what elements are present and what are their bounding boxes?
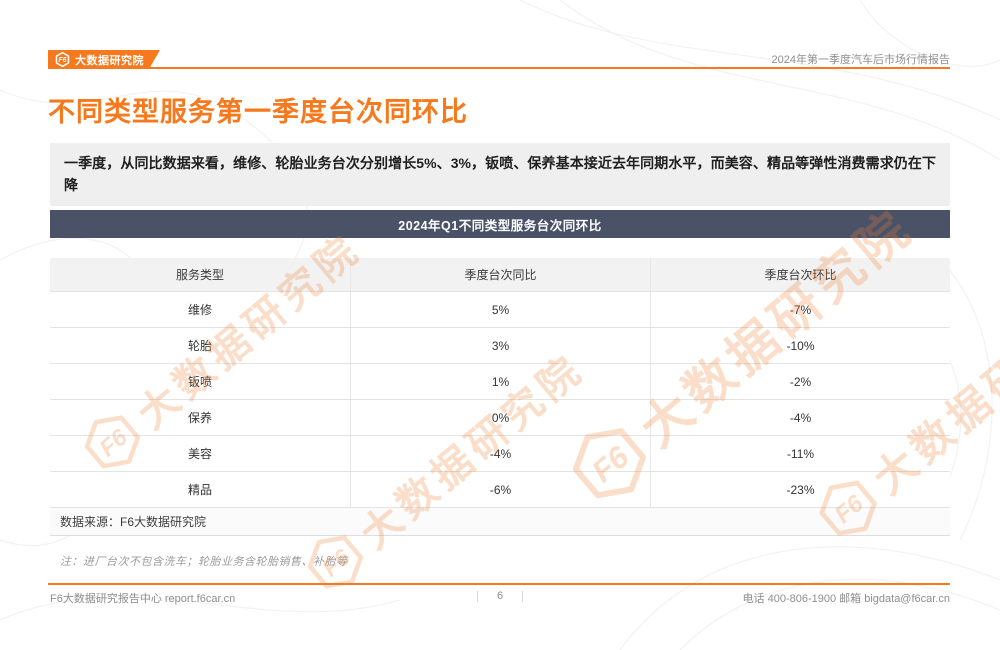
- table-row: 轮胎 3% -10%: [50, 328, 950, 364]
- service-cell: 钣喷: [187, 375, 212, 389]
- yoy-cell: 3%: [350, 328, 650, 363]
- table-band-title: 2024年Q1不同类型服务台次同环比: [50, 210, 950, 238]
- qoq-cell: -11%: [650, 436, 950, 471]
- service-cell: 轮胎: [187, 339, 212, 353]
- f6-hexagon-logo-icon: F6: [55, 52, 70, 67]
- footer-report-center-link: F6大数据研究报告中心 report.f6car.cn: [50, 593, 236, 605]
- footer-divider-rule: [48, 583, 950, 585]
- column-header-yoy: 季度台次同比: [350, 258, 650, 291]
- qoq-cell: -7%: [650, 292, 950, 327]
- service-cell: 保养: [187, 411, 212, 425]
- service-cell: 美容: [187, 447, 212, 461]
- footer: F6大数据研究报告中心 report.f6car.cn | 6 | 电话 400…: [50, 590, 950, 606]
- header-report-title: 2024年第一季度汽车后市场行情报告: [771, 54, 950, 66]
- svg-text:F6: F6: [58, 57, 66, 64]
- table-row: 保养 0% -4%: [50, 400, 950, 436]
- qoq-cell: -10%: [650, 328, 950, 363]
- service-cell: 精品: [187, 483, 212, 497]
- brand-badge-label: 大数据研究院: [75, 54, 144, 67]
- column-header-service: 服务类型: [175, 268, 224, 282]
- services-table: 服务类型 季度台次同比 季度台次环比 维修 5% -7% 轮胎 3% -10% …: [50, 258, 950, 536]
- table-row: 美容 -4% -11%: [50, 436, 950, 472]
- qoq-cell: -4%: [650, 400, 950, 435]
- column-header-qoq: 季度台次环比: [650, 258, 950, 291]
- page-number: 6: [496, 590, 504, 602]
- yoy-cell: -6%: [350, 472, 650, 507]
- table-row: 钣喷 1% -2%: [50, 364, 950, 400]
- page-divider-left: |: [476, 590, 479, 602]
- footer-page-indicator: | 6 |: [476, 590, 524, 602]
- footer-contact-info: 电话 400-806-1900 邮箱 bigdata@f6car.cn: [742, 593, 950, 605]
- yoy-cell: 0%: [350, 400, 650, 435]
- footnote: 注：进厂台次不包含洗车；轮胎业务含轮胎销售、补胎等: [60, 556, 348, 568]
- table-header-row: 服务类型 季度台次同比 季度台次环比: [50, 258, 950, 292]
- page-title: 不同类型服务第一季度台次同环比: [48, 97, 468, 127]
- yoy-cell: -4%: [350, 436, 650, 471]
- qoq-cell: -2%: [650, 364, 950, 399]
- table-row: 维修 5% -7%: [50, 292, 950, 328]
- table-row: 精品 -6% -23%: [50, 472, 950, 508]
- qoq-cell: -23%: [650, 472, 950, 507]
- service-cell: 维修: [187, 303, 212, 317]
- yoy-cell: 1%: [350, 364, 650, 399]
- yoy-cell: 5%: [350, 292, 650, 327]
- page-divider-right: |: [521, 590, 524, 602]
- brand-badge: F6 大数据研究院: [48, 50, 160, 69]
- summary-callout: 一季度，从同比数据来看，维修、轮胎业务台次分别增长5%、3%，钣喷、保养基本接近…: [50, 143, 950, 207]
- header-divider-rule: [48, 67, 950, 69]
- data-source-row: 数据来源：F6大数据研究院: [50, 508, 950, 536]
